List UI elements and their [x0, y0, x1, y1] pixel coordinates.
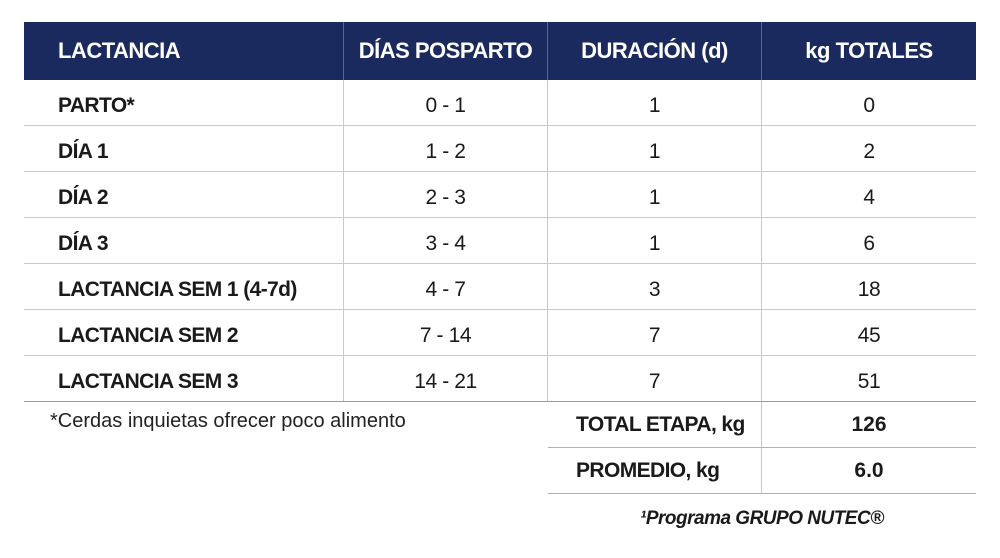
header-dias-posparto: DÍAS POSPARTO [344, 22, 548, 80]
table-row: DÍA 3 3 - 4 1 6 [24, 218, 976, 264]
row-label: PARTO* [24, 80, 344, 125]
row-kg: 4 [863, 185, 875, 209]
summary-promedio-value: 6.0 [854, 458, 884, 482]
row-kg: 2 [863, 139, 875, 163]
row-duracion: 1 [548, 218, 762, 263]
header-lactancia: LACTANCIA [24, 22, 344, 80]
row-dias: 7 - 14 [344, 310, 548, 355]
row-duracion: 7 [548, 356, 762, 401]
table-header-row: LACTANCIA DÍAS POSPARTO DURACIÓN (d) kg … [24, 22, 976, 80]
footnote: *Cerdas inquietas ofrecer poco alimento [50, 410, 406, 432]
row-duracion: 1 [548, 126, 762, 171]
summary-row-promedio: PROMEDIO, kg 6.0 [548, 448, 976, 494]
table-body: PARTO* 0 - 1 1 0 DÍA 1 1 - 2 1 2 DÍA 2 2… [24, 80, 976, 402]
source-credit: ¹Programa GRUPO NUTEC® [640, 508, 884, 529]
row-dias: 1 - 2 [344, 126, 548, 171]
table-row: LACTANCIA SEM 3 14 - 21 7 51 [24, 356, 976, 402]
row-label: LACTANCIA SEM 3 [24, 356, 344, 401]
row-duracion: 3 [548, 264, 762, 309]
row-dias: 0 - 1 [344, 80, 548, 125]
header-duracion: DURACIÓN (d) [548, 22, 762, 80]
row-duracion: 1 [548, 172, 762, 217]
table-row: DÍA 2 2 - 3 1 4 [24, 172, 976, 218]
header-kg-totales: kg TOTALES [805, 38, 933, 63]
row-duracion: 1 [548, 80, 762, 125]
row-kg: 51 [857, 369, 881, 393]
summary-row-total: TOTAL ETAPA, kg 126 [548, 402, 976, 448]
row-label: DÍA 2 [24, 172, 344, 217]
feeding-table: LACTANCIA DÍAS POSPARTO DURACIÓN (d) kg … [24, 22, 976, 402]
table-row: LACTANCIA SEM 1 (4-7d) 4 - 7 3 18 [24, 264, 976, 310]
row-label: DÍA 1 [24, 126, 344, 171]
row-kg: 0 [863, 93, 875, 117]
row-kg: 18 [857, 277, 881, 301]
summary-table: TOTAL ETAPA, kg 126 PROMEDIO, kg 6.0 [548, 402, 976, 494]
row-dias: 4 - 7 [344, 264, 548, 309]
row-duracion: 7 [548, 310, 762, 355]
row-dias: 14 - 21 [344, 356, 548, 401]
table-row: PARTO* 0 - 1 1 0 [24, 80, 976, 126]
summary-total-value: 126 [851, 412, 887, 436]
row-label: DÍA 3 [24, 218, 344, 263]
row-label: LACTANCIA SEM 2 [24, 310, 344, 355]
summary-total-label: TOTAL ETAPA, kg [548, 402, 762, 447]
row-dias: 2 - 3 [344, 172, 548, 217]
table-row: LACTANCIA SEM 2 7 - 14 7 45 [24, 310, 976, 356]
row-kg: 6 [863, 231, 875, 255]
row-label: LACTANCIA SEM 1 (4-7d) [24, 264, 344, 309]
row-kg: 45 [857, 323, 881, 347]
summary-promedio-label: PROMEDIO, kg [548, 448, 762, 493]
table-row: DÍA 1 1 - 2 1 2 [24, 126, 976, 172]
row-dias: 3 - 4 [344, 218, 548, 263]
